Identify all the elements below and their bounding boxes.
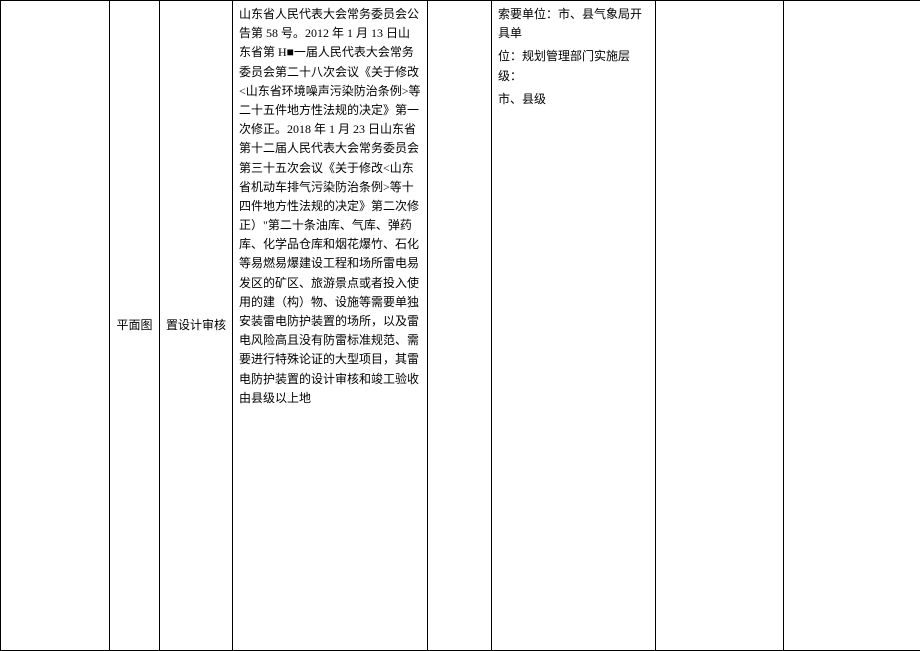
cell-6-line2: 位：规划管理部门实施层级：: [498, 47, 649, 85]
cell-3: 置设计审核: [160, 1, 233, 651]
cell-2: 平面图: [110, 1, 160, 651]
cell-6-line1: 索要单位：市、县气象局开具单: [498, 5, 649, 43]
cell-6-line3: 市、县级: [498, 90, 649, 109]
cell-6: 索要单位：市、县气象局开具单 位：规划管理部门实施层级： 市、县级: [492, 1, 656, 651]
table-row: 平面图 置设计审核 山东省人民代表大会常务委员会公告第 58 号。2012 年 …: [1, 1, 920, 651]
cell-1: [1, 1, 110, 651]
cell-4-text: 山东省人民代表大会常务委员会公告第 58 号。2012 年 1 月 13 日山东…: [239, 7, 421, 405]
cell-3-text: 置设计审核: [166, 318, 226, 332]
data-table: 平面图 置设计审核 山东省人民代表大会常务委员会公告第 58 号。2012 年 …: [0, 0, 920, 651]
cell-5: [428, 1, 492, 651]
cell-8: [784, 1, 920, 651]
cell-4: 山东省人民代表大会常务委员会公告第 58 号。2012 年 1 月 13 日山东…: [233, 1, 428, 651]
cell-2-text: 平面图: [116, 318, 152, 332]
document-page: 平面图 置设计审核 山东省人民代表大会常务委员会公告第 58 号。2012 年 …: [0, 0, 920, 651]
cell-7: [656, 1, 784, 651]
